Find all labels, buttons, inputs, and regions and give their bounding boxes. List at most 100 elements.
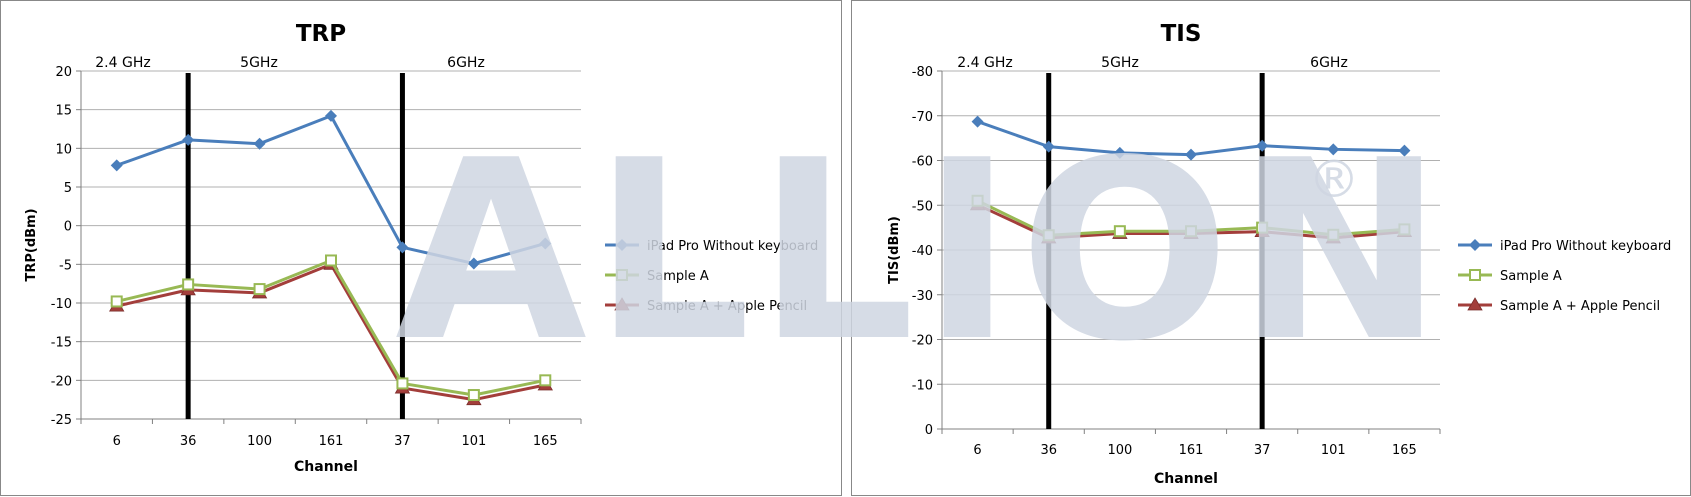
data-point-square [396, 377, 409, 390]
data-point-diamond [971, 115, 984, 128]
x-tick-label: 37 [394, 434, 411, 449]
series-square [110, 254, 552, 402]
y-tick-label: -10 [51, 297, 72, 312]
series-square [971, 194, 1411, 242]
data-point-diamond [1256, 139, 1269, 152]
data-point-square [467, 389, 480, 402]
legend-item: Sample A + Apple Pencil [1458, 297, 1660, 314]
x-tick-label: 36 [1040, 443, 1057, 458]
y-tick-label: -80 [912, 65, 933, 80]
x-tick-label: 101 [461, 434, 486, 449]
y-tick-label: -60 [912, 155, 933, 170]
data-point-square [1113, 225, 1126, 238]
data-point-diamond [1327, 143, 1340, 156]
y-tick-label: -15 [51, 336, 72, 351]
x-tick-label: 165 [533, 434, 558, 449]
data-point-square [182, 278, 195, 291]
data-point-diamond [539, 237, 552, 250]
trp-chart: 20 15 10 5 0 -5 -10 -15 -20 -25 6 36 100 161 37 101 165 2… [24, 21, 818, 475]
x-tick-label: 37 [1254, 443, 1271, 458]
y-tick-label: 5 [64, 181, 72, 196]
y-tick-label: 0 [64, 220, 72, 235]
tis-chart-panel: -80 -70 -60 -50 -40 -30 -20 -10 0 6 36 100 161 37 101 1… [851, 0, 1691, 496]
data-point-diamond [1185, 148, 1197, 161]
series-line [116, 114, 546, 266]
legend-marker-square [1469, 269, 1481, 281]
band-label: 2.4 GHz [95, 55, 150, 71]
legend-item: Sample A + Apple Pencil [605, 297, 807, 314]
x-tick-label: 101 [1321, 443, 1346, 458]
y-tick-label: -10 [912, 378, 933, 393]
data-point-square [1256, 221, 1269, 234]
chart-title: TIS [1161, 21, 1202, 47]
data-point-square [1327, 228, 1340, 241]
data-point-square [253, 283, 266, 296]
y-tick-label: -30 [912, 289, 933, 304]
legend-item: iPad Pro Without keyboard [1458, 239, 1671, 254]
data-point-square [1042, 229, 1055, 242]
legend-label: Sample A + Apple Pencil [647, 299, 807, 314]
data-point-square [110, 295, 123, 308]
y-tick-label: -40 [912, 244, 933, 259]
x-tick-label: 6 [113, 434, 121, 449]
y-tick-label: -5 [59, 258, 72, 273]
data-point-diamond [253, 137, 266, 150]
y-tick-label: 10 [55, 142, 72, 157]
y-tick-label: -25 [51, 413, 72, 428]
y-tick-label: -50 [912, 199, 933, 214]
data-point-diamond [396, 241, 409, 254]
x-tick-label: 100 [1107, 443, 1132, 458]
series-triangle [109, 256, 553, 406]
legend-label: Sample A [647, 269, 709, 284]
data-point-square [1185, 225, 1197, 238]
band-label: 5GHz [240, 55, 278, 71]
legend-label: Sample A + Apple Pencil [1500, 299, 1660, 314]
trp-chart-panel: 20 15 10 5 0 -5 -10 -15 -20 -25 6 36 100 161 37 101 165 2… [0, 0, 842, 496]
legend-label: iPad Pro Without keyboard [1500, 239, 1671, 254]
y-axis-label: TIS(dBm) [887, 216, 902, 284]
legend-item: iPad Pro Without keyboard [605, 239, 818, 254]
y-tick-label: -20 [51, 374, 72, 389]
data-point-diamond [467, 257, 480, 270]
legend-marker-triangle [614, 297, 630, 311]
data-point-diamond [1113, 146, 1126, 159]
data-point-diamond [182, 133, 195, 146]
tis-chart: -80 -70 -60 -50 -40 -30 -20 -10 0 6 36 100 161 37 101 1… [887, 21, 1671, 487]
data-point-square [325, 254, 337, 267]
y-axis-label: TRP(dBm) [24, 208, 39, 281]
chart-title: TRP [296, 21, 346, 47]
y-tick-label: 15 [55, 104, 72, 119]
data-point-square [539, 374, 552, 387]
legend-label: iPad Pro Without keyboard [647, 239, 818, 254]
series-diamond [971, 115, 1411, 161]
y-tick-label: 20 [55, 65, 72, 80]
data-point-diamond [325, 109, 337, 122]
legend-item: Sample A [1458, 269, 1562, 284]
series-line [116, 258, 546, 397]
legend-marker-triangle [1467, 297, 1483, 311]
x-tick-label: 100 [247, 434, 272, 449]
band-label: 6GHz [447, 55, 485, 71]
x-tick-label: 161 [319, 434, 344, 449]
x-axis-label: Channel [1154, 471, 1218, 487]
legend-label: Sample A [1500, 269, 1562, 284]
band-label: 2.4 GHz [957, 55, 1012, 71]
band-label: 5GHz [1101, 55, 1139, 71]
x-tick-label: 165 [1392, 443, 1417, 458]
legend-marker-diamond [616, 239, 628, 251]
y-tick-label: -20 [912, 334, 933, 349]
legend-marker-diamond [1469, 239, 1481, 251]
band-label: 6GHz [1310, 55, 1348, 71]
legend-marker-square [616, 269, 628, 281]
y-tick-label: 0 [925, 423, 933, 438]
x-axis-label: Channel [294, 459, 358, 475]
x-tick-label: 6 [973, 443, 981, 458]
data-point-diamond [110, 159, 123, 172]
x-tick-label: 36 [180, 434, 197, 449]
series-diamond [110, 109, 552, 270]
data-point-square [971, 194, 984, 207]
data-point-diamond [1398, 144, 1411, 157]
data-point-diamond [1042, 140, 1055, 153]
x-tick-label: 161 [1179, 443, 1204, 458]
data-point-square [1398, 223, 1411, 236]
